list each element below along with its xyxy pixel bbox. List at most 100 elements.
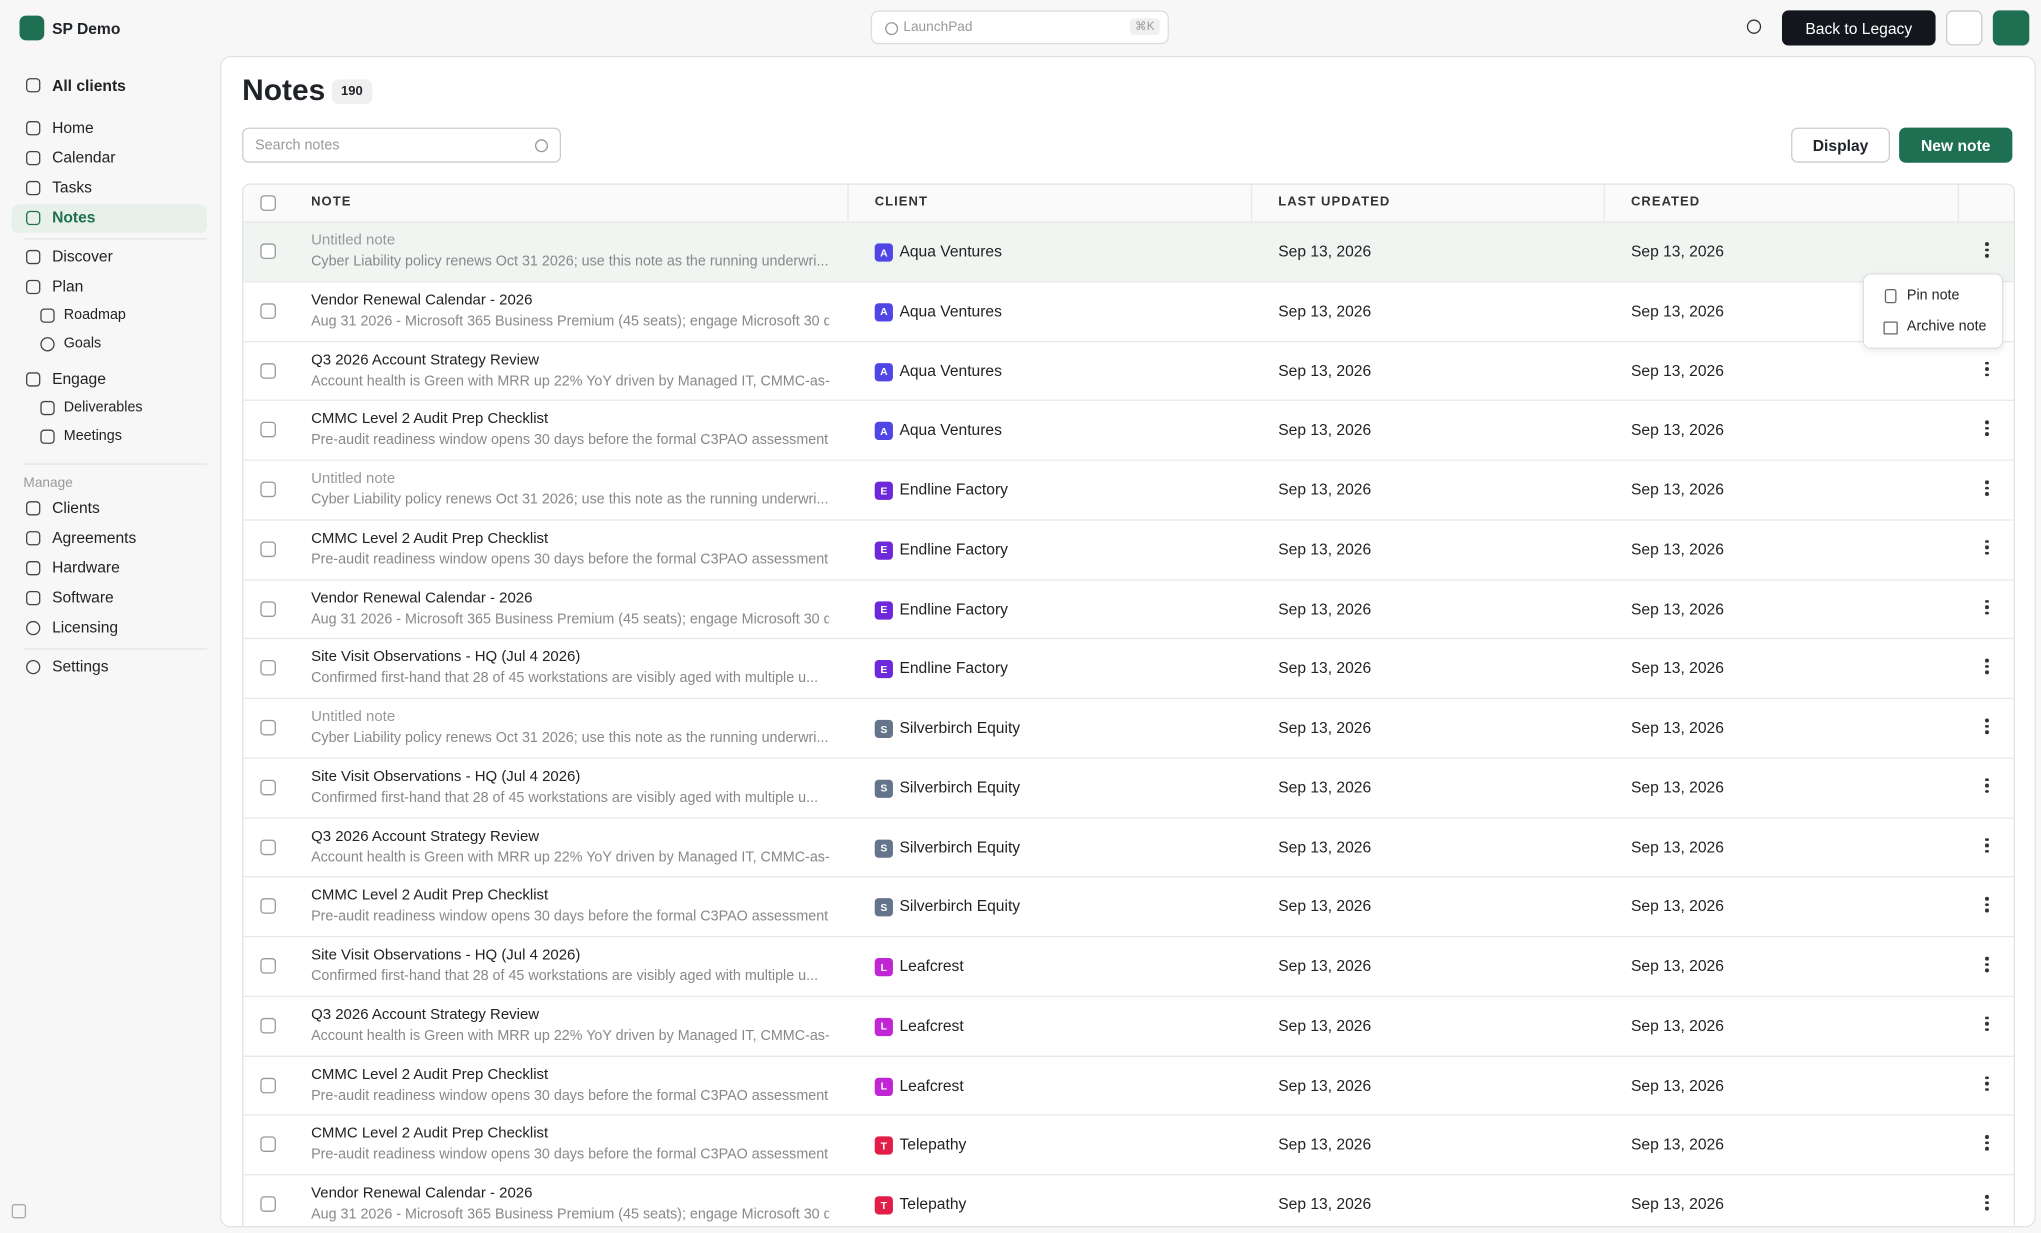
help-button[interactable] [1945,10,1983,46]
nav-item[interactable]: Calendar [52,148,116,167]
brand-name[interactable]: SP Demo [52,19,121,38]
note-row[interactable]: Untitled note Cyber Liability policy rene… [243,459,2014,519]
column-header[interactable]: CREATED [1630,195,1701,210]
row-actions[interactable] [1985,242,1989,259]
row-checkbox[interactable] [260,302,276,319]
theme-toggle[interactable] [1746,19,1762,34]
dot [1985,730,1989,734]
row-actions[interactable] [1985,1016,1989,1033]
note-row[interactable]: CMMC Level 2 Audit Prep Checklist Pre-aud… [243,1054,2014,1115]
row-actions[interactable] [1985,956,1989,974]
note-row[interactable]: Site Visit Observations - HQ (Jul 4 2026… [243,935,2014,996]
note-row[interactable]: CMMC Level 2 Audit Prep Checklist Pre-aud… [243,399,2014,460]
column-header[interactable]: CLIENT [874,195,928,210]
row-actions[interactable] [1985,1075,1989,1093]
row-checkbox[interactable] [260,481,276,498]
row-checkbox[interactable] [260,838,276,855]
nav-subitem[interactable]: Goals [63,335,102,352]
note-row[interactable]: Site Visit Observations - HQ (Jul 4 2026… [243,757,2014,817]
row-checkbox[interactable] [260,541,276,557]
row-checkbox[interactable] [260,898,276,915]
icon [26,659,41,675]
menu-item[interactable]: Pin note [1906,287,1960,304]
nav-item[interactable]: Home [52,118,94,137]
section-heading: Manage [23,475,73,491]
note-row[interactable]: Q3 2026 Account Strategy Review Account h… [243,995,2014,1055]
nav-item[interactable]: Licensing [52,618,119,637]
note-row[interactable]: CMMC Level 2 Audit Prep Checklist Pre-aud… [243,876,2014,936]
column-divider [1603,184,1605,222]
note-row[interactable]: Vendor Renewal Calendar - 2026 Aug 31 202… [243,280,2014,341]
row-checkbox[interactable] [260,1017,276,1034]
row-actions[interactable] [1985,778,1989,795]
client-badge: L [874,1017,893,1036]
note-row[interactable]: CMMC Level 2 Audit Prep Checklist Pre-aud… [243,1114,2014,1175]
dot [1985,724,1989,728]
row-checkbox[interactable] [260,243,276,260]
new-note-button[interactable]: New note [1899,127,2013,163]
note-row[interactable]: Site Visit Observations - HQ (Jul 4 2026… [243,638,2014,698]
client-name: Silverbirch Equity [899,837,1021,856]
row-checkbox[interactable] [260,1196,276,1212]
nav-item[interactable]: Agreements [52,528,137,547]
notes-search[interactable]: Search notes [242,127,562,163]
row-checkbox[interactable] [260,958,276,974]
nav-item[interactable]: Tasks [52,178,93,197]
back-to-legacy-button[interactable]: Back to Legacy [1781,10,1936,46]
dot [1985,367,1989,371]
note-row[interactable]: Vendor Renewal Calendar - 2026 Aug 31 202… [243,578,2014,639]
row-actions[interactable] [1985,1194,1989,1212]
nav-group[interactable]: Plan [52,277,84,296]
row-checkbox[interactable] [260,600,276,617]
row-actions[interactable] [1985,480,1989,497]
assistant-button[interactable] [1992,10,2030,46]
row-actions[interactable] [1985,599,1989,616]
client-badge: S [874,838,893,858]
pin-icon [1884,288,1897,304]
note-row[interactable]: Q3 2026 Account Strategy Review Account h… [243,340,2014,400]
column-header[interactable]: LAST UPDATED [1278,195,1391,210]
menu-item[interactable]: Archive note [1906,318,1987,335]
note-row[interactable]: Q3 2026 Account Strategy Review Account h… [243,816,2014,877]
row-actions[interactable] [1985,539,1989,557]
client-selector-label[interactable]: All clients [52,76,126,96]
nav-item[interactable]: Clients [52,498,100,517]
nav-item[interactable]: Software [52,588,114,607]
row-checkbox[interactable] [260,1077,276,1093]
row-actions[interactable] [1985,658,1989,676]
row-checkbox[interactable] [260,779,276,795]
collapse-sidebar[interactable] [11,1204,27,1219]
display-button[interactable]: Display [1791,127,1891,163]
row-actions[interactable] [1985,718,1989,736]
row-checkbox[interactable] [260,660,276,676]
row-checkbox[interactable] [260,1136,276,1153]
row-checkbox[interactable] [260,422,276,438]
nav-group[interactable]: Engage [52,369,106,388]
column-header[interactable]: NOTE [311,195,352,210]
nav-subitem[interactable]: Roadmap [63,307,126,323]
dot [1985,1016,1989,1020]
row-actions[interactable] [1985,1135,1989,1152]
nav-item[interactable]: Settings [52,657,109,676]
select-all-checkbox[interactable] [260,195,276,211]
row-actions[interactable] [1985,837,1989,855]
row-checkbox[interactable] [260,719,276,736]
row-actions[interactable] [1985,361,1989,378]
note-preview: Confirmed first-hand that 28 of 45 works… [311,968,819,985]
nav-item[interactable]: Hardware [52,558,120,577]
nav-group[interactable]: Discover [52,247,113,266]
nav-item-active[interactable]: Notes [52,208,96,227]
nav-subitem[interactable]: Deliverables [63,399,143,416]
note-row[interactable]: Vendor Renewal Calendar - 2026 Aug 31 202… [243,1174,2014,1226]
note-row[interactable]: CMMC Level 2 Audit Prep Checklist Pre-aud… [243,519,2014,579]
row-actions[interactable] [1985,420,1989,438]
brand-logo[interactable] [19,15,45,41]
row-checkbox[interactable] [260,362,276,379]
nav-subitem[interactable]: Meetings [63,428,122,444]
dot [1985,432,1989,436]
row-actions[interactable] [1985,897,1989,914]
last-updated: Sep 13, 2026 [1278,539,1372,559]
launchpad-search[interactable]: LaunchPad ⌘K [870,10,1169,45]
note-row[interactable]: Untitled note Cyber Liability policy rene… [243,221,2014,281]
note-row[interactable]: Untitled note Cyber Liability policy rene… [243,697,2014,758]
